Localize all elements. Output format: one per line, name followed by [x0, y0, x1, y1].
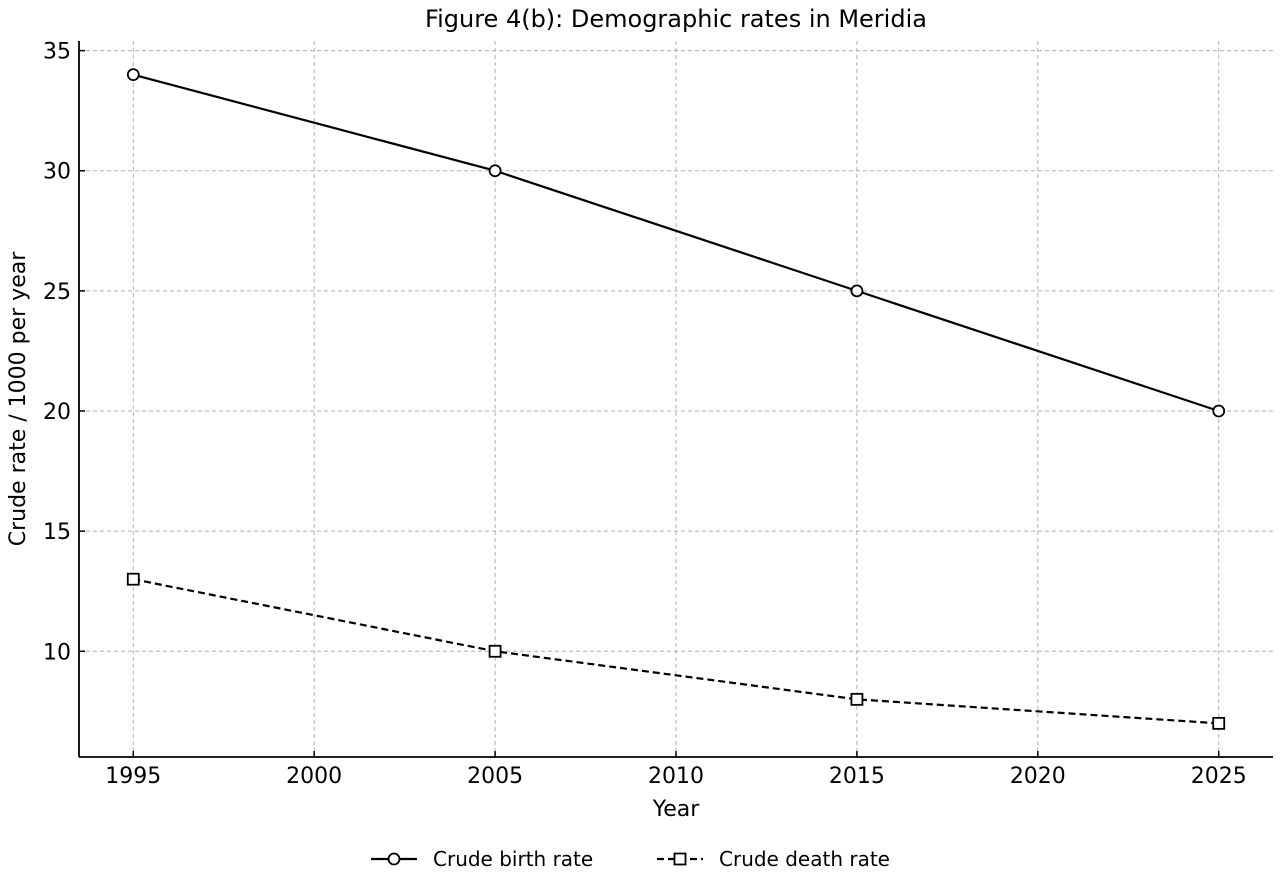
x-tick-label: 2020 [1010, 764, 1066, 789]
x-tick-label: 2015 [829, 764, 885, 789]
y-tick-label: 15 [43, 520, 71, 545]
y-tick-label: 20 [43, 400, 71, 425]
crude-birth-rate-point [1212, 404, 1226, 418]
grid [79, 41, 1273, 757]
y-tick-label: 25 [43, 280, 71, 305]
y-tick-label: 35 [43, 40, 71, 65]
series [126, 68, 1226, 730]
crude-death-rate-series [126, 572, 1226, 730]
y-axis-label: Crude rate / 1000 per year [6, 251, 31, 546]
x-axis-label: Year [652, 797, 701, 822]
crude-death-rate-line [133, 578, 1219, 725]
x-tick-label: 2010 [648, 764, 704, 789]
y-tick-label: 30 [43, 160, 71, 185]
crude-birth-rate-series [126, 68, 1226, 418]
x-tick-label: 2025 [1191, 764, 1247, 789]
legend: Crude birth rate Crude death rate [371, 847, 890, 871]
x-tick-label: 2005 [467, 764, 523, 789]
legend-item-crude-birth-rate: Crude birth rate [371, 847, 593, 871]
chart-title: Figure 4(b): Demographic rates in Meridi… [425, 5, 927, 33]
crude-death-rate-point [126, 572, 140, 586]
crude-death-rate-point [1212, 716, 1226, 730]
legend-item-crude-death-rate: Crude death rate [657, 847, 890, 871]
crude-death-rate-point [850, 692, 864, 706]
y-tick-label: 10 [43, 640, 71, 665]
crude-birth-rate-point [850, 284, 864, 298]
legend-label: Crude death rate [719, 847, 890, 871]
crude-birth-rate-point [126, 68, 140, 82]
crude-birth-rate-point [488, 164, 502, 178]
crude-birth-rate-line [132, 73, 1220, 413]
x-tick-label: 1995 [105, 764, 161, 789]
legend-label: Crude birth rate [433, 847, 593, 871]
legend-marker-swatch [673, 852, 687, 866]
legend-marker-swatch [387, 852, 401, 866]
x-tick-label: 2000 [286, 764, 342, 789]
crude-death-rate-point [488, 644, 502, 658]
